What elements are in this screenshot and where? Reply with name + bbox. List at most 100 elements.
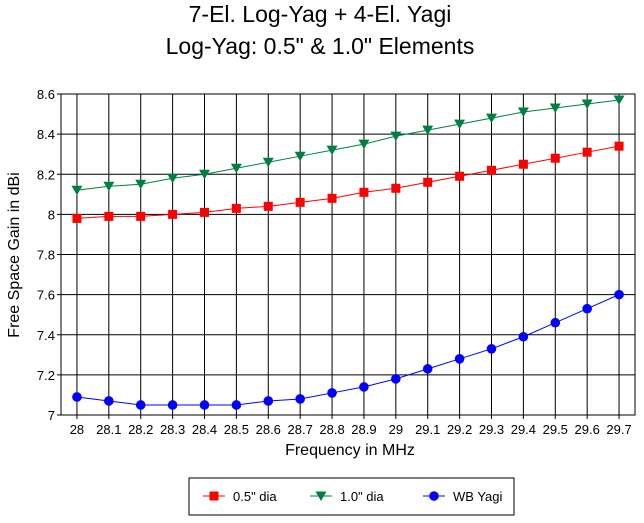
data-point [550, 153, 560, 163]
x-tick-label: 28.5 [224, 422, 249, 437]
data-point [422, 364, 433, 374]
data-point [391, 374, 401, 384]
legend-label: 1.0" dia [340, 489, 384, 504]
y-tick-label: 7.6 [37, 288, 55, 303]
y-tick-label: 8.2 [37, 167, 55, 182]
data-point [263, 201, 273, 211]
data-point [423, 177, 433, 187]
y-axis: 7 7.2 7.4 7.6 7.8 8 8.2 8.4 8.6 [37, 87, 61, 423]
y-tick-label: 7.8 [37, 248, 55, 263]
legend-marker [315, 491, 327, 501]
grid [61, 94, 635, 415]
legend-item-1: 0.5" dia [203, 489, 277, 504]
data-point [582, 303, 592, 314]
x-tick-label: 28.1 [96, 422, 121, 437]
data-point [103, 181, 115, 192]
data-point [487, 165, 496, 175]
y-tick-label: 7.4 [37, 328, 55, 343]
y-tick-label: 7 [48, 408, 55, 423]
data-point [326, 145, 338, 156]
legend-label: WB Yagi [453, 489, 502, 504]
data-point [517, 107, 529, 118]
series-line [76, 99, 620, 191]
x-tick-label: 28.7 [288, 422, 313, 437]
data-point [390, 131, 402, 142]
x-axis-label: Frequency in MHz [285, 442, 415, 459]
legend: 0.5" dia 1.0" dia WB Yagi [188, 477, 515, 516]
data-point [454, 119, 466, 130]
x-tick-label: 28.3 [160, 422, 185, 437]
legend-item-3: WB Yagi [423, 489, 502, 504]
y-axis-label: Free Space Gain in dBi [6, 172, 23, 337]
data-point [327, 388, 337, 398]
data-point [230, 163, 242, 174]
data-point [72, 213, 82, 223]
data-point [518, 331, 529, 342]
x-tick-label: 28.4 [192, 422, 217, 437]
data-point [104, 396, 114, 406]
data-point [391, 183, 401, 193]
data-point [359, 382, 369, 392]
y-tick-label: 7.2 [37, 368, 55, 383]
data-point [486, 113, 497, 124]
x-tick-label: 29 [389, 422, 403, 437]
data-point [486, 343, 497, 354]
data-point [550, 317, 561, 328]
data-point [359, 187, 369, 197]
data-point [295, 197, 305, 207]
x-tick-label: 28.2 [128, 422, 153, 437]
data-point [167, 173, 179, 184]
data-point [358, 139, 370, 150]
legend-box [188, 477, 515, 516]
x-tick-label: 28.8 [319, 422, 344, 437]
data-point [199, 400, 210, 410]
data-point [72, 392, 82, 402]
data-point [581, 99, 593, 110]
data-point [294, 151, 306, 162]
x-tick-label: 29.1 [415, 422, 440, 437]
series-line [76, 294, 620, 406]
data-point [614, 289, 624, 300]
data-point [613, 95, 625, 106]
data-point [518, 159, 528, 169]
data-point [136, 211, 146, 221]
data-point [582, 147, 592, 157]
data-point [135, 400, 146, 410]
y-tick-label: 8.4 [37, 127, 55, 142]
data-point [455, 171, 465, 181]
data-point [167, 400, 178, 410]
chart-subtitle: Log-Yag: 0.5" & 1.0" Elements [166, 33, 475, 59]
data-point [263, 396, 274, 406]
series-3 [72, 289, 624, 410]
data-point [168, 209, 178, 219]
data-point [200, 207, 209, 217]
x-tick-label: 29.2 [447, 422, 472, 437]
data-point [71, 185, 83, 196]
legend-marker [209, 491, 219, 501]
data-point [231, 400, 242, 410]
x-tick-label: 28.6 [256, 422, 281, 437]
x-tick-label: 29.5 [543, 422, 568, 437]
data-point [262, 157, 274, 168]
data-point [295, 394, 305, 404]
x-tick-label: 29.3 [479, 422, 504, 437]
data-point [549, 103, 561, 114]
chart-title: 7-El. Log-Yag + 4-El. Yagi [189, 1, 452, 27]
data-point [327, 193, 337, 203]
series-1 [72, 141, 624, 223]
data-point [614, 141, 624, 151]
legend-marker [429, 491, 439, 501]
legend-item-2: 1.0" dia [310, 489, 384, 504]
data-point [231, 203, 241, 213]
x-tick-label: 29.7 [606, 422, 631, 437]
data-point [135, 179, 147, 190]
data-point [454, 354, 465, 364]
series-layer [71, 95, 625, 410]
y-tick-label: 8 [48, 207, 55, 222]
data-point [104, 211, 114, 221]
x-tick-label: 29.4 [511, 422, 536, 437]
series-2 [71, 95, 625, 196]
x-tick-label: 29.6 [575, 422, 600, 437]
series-line [76, 145, 620, 219]
